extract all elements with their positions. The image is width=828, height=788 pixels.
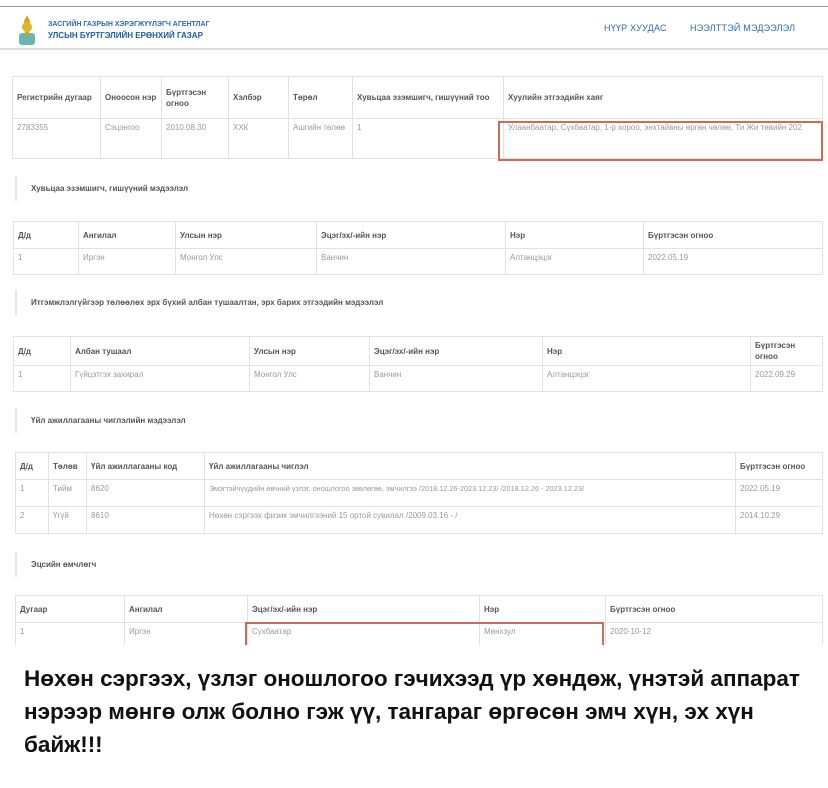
col-header: Хувьцаа эзэмшигч, гишүүний тоо <box>352 76 504 119</box>
table-header-row: Д/д Төлөв Үйл ажиллагааны код Үйл ажилла… <box>15 452 823 480</box>
nav-open-info[interactable]: НЭЭЛТТЭЙ МЭДЭЭЛЭЛ <box>690 23 796 33</box>
cell: 8610 <box>86 506 205 534</box>
cell: 2022.05.19 <box>735 479 823 507</box>
cell: Ашгийн төлөө <box>288 118 353 159</box>
cell: Монгол Улс <box>249 365 370 392</box>
org-name[interactable]: ЗАСГИЙН ГАЗРЫН ХЭРЭГЖҮҮЛЭГЧ АГЕНТЛАГ УЛС… <box>48 19 210 41</box>
table-row: 1 Гүйцэтгэх захирал Монгол Улс Ванчин Ал… <box>13 365 823 392</box>
shareholders-table: Д/д Ангилал Улсын нэр Эцэг/эх/-ийн нэр Н… <box>13 221 823 275</box>
activities-table: Д/д Төлөв Үйл ажиллагааны код Үйл ажилла… <box>15 452 823 534</box>
col-header: Эцэг/эх/-ийн нэр <box>316 221 506 249</box>
site-header: ЗАСГИЙН ГАЗРЫН ХЭРЭГЖҮҮЛЭГЧ АГЕНТЛАГ УЛС… <box>0 6 828 50</box>
cell: Сэцэнгоо <box>100 118 162 159</box>
col-header: Регистрийн дугаар <box>12 76 101 119</box>
table-header-row: Регистрийн дугаар Оноосон нэр Бүртгэсэн … <box>12 76 823 119</box>
col-header: Бүртгэсэн огноо <box>605 595 823 623</box>
cell: 1 <box>15 622 125 647</box>
owners-table: Дугаар Ангилал Эцэг/эх/-ийн нэр Нэр Бүрт… <box>15 595 823 647</box>
table-row: 2 Үгүй 8610 Нөхөн сэргээх физик эмчилгээ… <box>15 506 823 534</box>
nav-home[interactable]: НҮҮР ХУУДАС <box>604 23 667 33</box>
section-title-shareholders: Хувьцаа эзэмшигч, гишүүний мэдээлэл <box>15 176 188 201</box>
cell: Алтанцэцэг <box>505 248 644 275</box>
col-header: Д/д <box>15 452 49 480</box>
cell: Эмэгтэйчүүдийн өвчний үзлэг, оношлогоо з… <box>204 479 736 507</box>
col-header: Нэр <box>542 336 751 366</box>
cell: 2783355 <box>12 118 101 159</box>
cell: Тийм <box>48 479 87 507</box>
cell: 2010.08.30 <box>161 118 229 159</box>
cell: Үгүй <box>48 506 87 534</box>
section-title-owners: Эцсийн өмчлөгч <box>15 552 96 577</box>
officials-table: Д/д Албан тушаал Улсын нэр Эцэг/эх/-ийн … <box>13 336 823 392</box>
cell: 1 <box>13 365 71 392</box>
org-line-2: УЛСЫН БҮРТГЭЛИЙН ЕРӨНХИЙ ГАЗАР <box>48 31 203 40</box>
col-header: Эцэг/эх/-ийн нэр <box>247 595 480 623</box>
col-header: Төрөл <box>288 76 353 119</box>
caption-area <box>0 645 828 788</box>
table-row: 1 Иргэн Сүхбаатар Мөнхзул 2020-10-12 <box>15 622 823 647</box>
col-header: Д/д <box>13 336 71 366</box>
col-header: Д/д <box>13 221 79 249</box>
table-header-row: Дугаар Ангилал Эцэг/эх/-ийн нэр Нэр Бүрт… <box>15 595 823 623</box>
col-header: Улсын нэр <box>249 336 370 366</box>
post-caption: Нөхөн сэргээх, үзлэг оношлогоо гэчихээд … <box>24 666 800 757</box>
cell: Ванчин <box>316 248 506 275</box>
cell: 2014.10.29 <box>735 506 823 534</box>
col-header: Үйл ажиллагааны код <box>86 452 205 480</box>
cell: 1 <box>13 248 79 275</box>
cell: Иргэн <box>78 248 176 275</box>
org-line-1: ЗАСГИЙН ГАЗРЫН ХЭРЭГЖҮҮЛЭГЧ АГЕНТЛАГ <box>48 21 210 28</box>
section-title-activities: Үйл ажиллагааны чиглэлийн мэдээлэл <box>15 408 186 433</box>
cell: Улаанбаатар, Сүхбаатар, 1-р хороо, энхта… <box>503 118 823 159</box>
col-header: Нэр <box>479 595 606 623</box>
cell: 1 <box>352 118 504 159</box>
section-title-officials: Итгэмжлэлгүйгээр төлөөлөх эрх бүхий алба… <box>15 290 383 315</box>
col-header: Улсын нэр <box>175 221 317 249</box>
table-header-row: Д/д Албан тушаал Улсын нэр Эцэг/эх/-ийн … <box>13 336 823 366</box>
col-header: Бүртгэсэн огноо <box>750 336 823 366</box>
cell: Ванчин <box>369 365 543 392</box>
col-header: Эцэг/эх/-ийн нэр <box>369 336 543 366</box>
col-header: Хуулийн этгээдийн хаяг <box>503 76 823 119</box>
table-row: 1 Тийм 8620 Эмэгтэйчүүдийн өвчний үзлэг,… <box>15 479 823 507</box>
col-header: Төлөв <box>48 452 87 480</box>
col-header: Оноосон нэр <box>100 76 162 119</box>
cell: Мөнхзул <box>479 622 606 647</box>
col-header: Бүртгэсэн огноо <box>643 221 823 249</box>
col-header: Албан тушаал <box>70 336 250 366</box>
table-row: 2783355 Сэцэнгоо 2010.08.30 ХХК Ашгийн т… <box>12 118 823 159</box>
table-row: 1 Иргэн Монгол Улс Ванчин Алтанцэцэг 202… <box>13 248 823 275</box>
highlight-box-owner <box>245 622 604 652</box>
col-header: Хэлбэр <box>228 76 289 119</box>
table-header-row: Д/д Ангилал Улсын нэр Эцэг/эх/-ийн нэр Н… <box>13 221 823 249</box>
cell: 8620 <box>86 479 205 507</box>
cell: Иргэн <box>124 622 248 647</box>
soyombo-logo-icon <box>19 15 35 45</box>
cell: 2 <box>15 506 49 534</box>
entity-table: Регистрийн дугаар Оноосон нэр Бүртгэсэн … <box>12 76 823 159</box>
cell: Гүйцэтгэх захирал <box>70 365 250 392</box>
highlight-box-address <box>498 121 823 161</box>
cell: 2020-10-12 <box>605 622 823 647</box>
cell: 2022.09.29 <box>750 365 823 392</box>
col-header: Ангилал <box>124 595 248 623</box>
col-header: Ангилал <box>78 221 176 249</box>
cell: 1 <box>15 479 49 507</box>
cell: 2022.05.19 <box>643 248 823 275</box>
col-header: Бүртгэсэн огноо <box>161 76 229 119</box>
col-header: Үйл ажиллагааны чиглэл <box>204 452 736 480</box>
col-header: Нэр <box>505 221 644 249</box>
cell: ХХК <box>228 118 289 159</box>
col-header: Бүртгэсэн огноо <box>735 452 823 480</box>
cell: Алтанцэцэг <box>542 365 751 392</box>
cell: Монгол Улс <box>175 248 317 275</box>
col-header: Дугаар <box>15 595 125 623</box>
cell: Нөхөн сэргээх физик эмчилгээний 15 ортой… <box>204 506 736 534</box>
